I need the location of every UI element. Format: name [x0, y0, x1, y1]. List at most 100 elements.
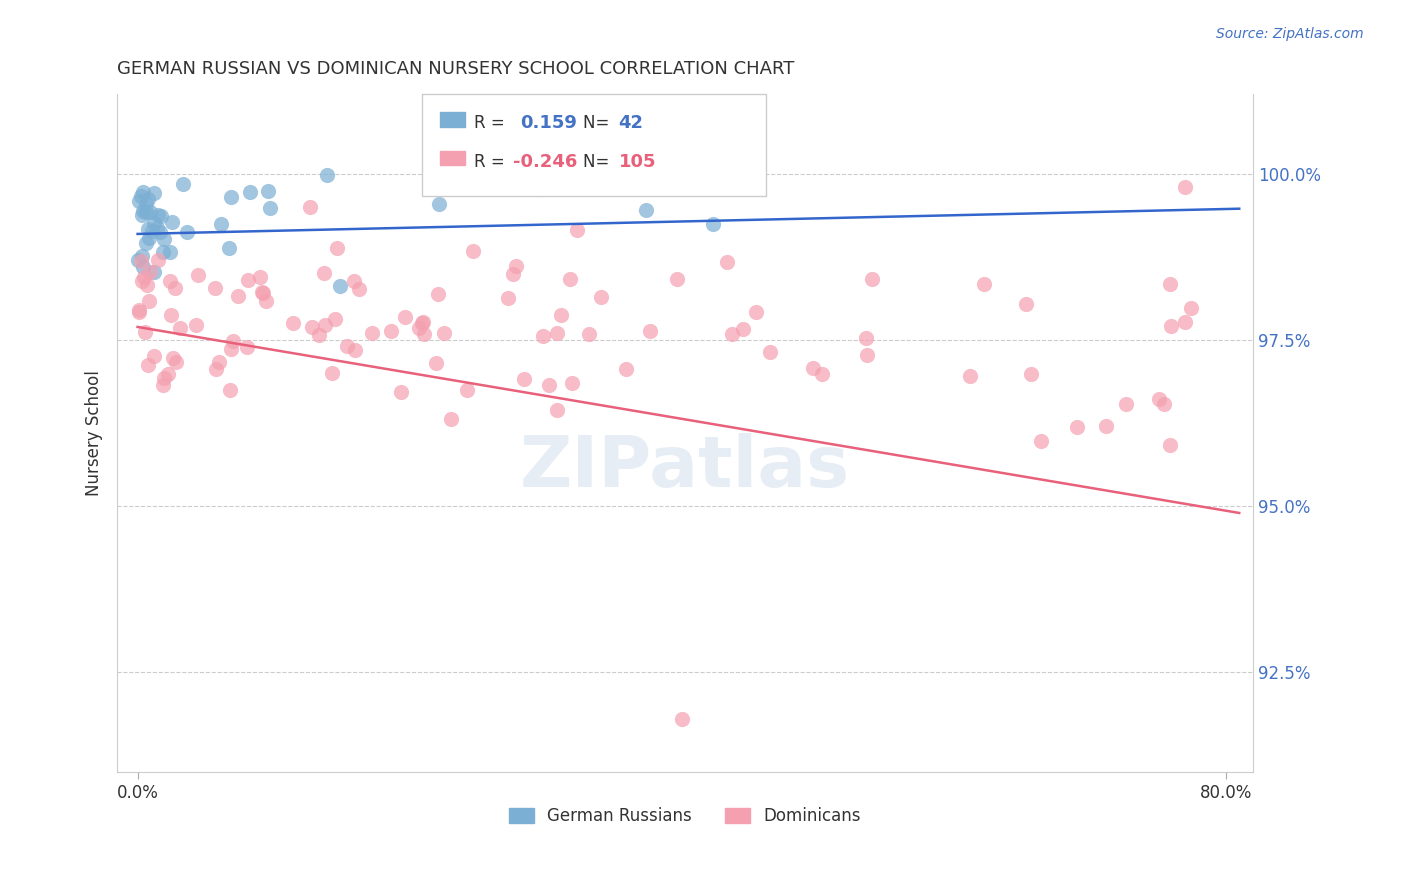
Point [716, 254, 738, 268]
Point [128, 194, 150, 208]
Point [427, 197, 450, 211]
Point [146, 221, 169, 235]
Point [640, 324, 662, 338]
Point [235, 340, 257, 354]
Point [733, 322, 755, 336]
Point [165, 355, 187, 369]
Point [236, 273, 259, 287]
Point [299, 200, 322, 214]
Point [531, 329, 554, 343]
Point [138, 231, 160, 245]
Point [537, 377, 560, 392]
Point [134, 269, 156, 284]
Point [149, 226, 172, 240]
Point [1029, 434, 1052, 449]
Point [343, 274, 366, 288]
Point [172, 177, 194, 191]
Text: GERMAN RUSSIAN VS DOMINICAN NURSERY SCHOOL CORRELATION CHART: GERMAN RUSSIAN VS DOMINICAN NURSERY SCHO… [117, 60, 794, 78]
Point [321, 366, 343, 380]
Point [163, 281, 186, 295]
Point [131, 208, 153, 222]
Point [129, 254, 152, 268]
Point [1174, 180, 1197, 194]
Point [222, 334, 245, 348]
Point [745, 304, 768, 318]
Point [135, 205, 157, 219]
Point [1159, 277, 1181, 292]
Point [219, 190, 242, 204]
Point [186, 318, 208, 332]
Point [162, 351, 184, 365]
Point [634, 202, 657, 217]
Point [1180, 301, 1202, 315]
Point [314, 318, 336, 332]
Point [250, 285, 273, 299]
Point [153, 232, 176, 246]
Point [531, 182, 554, 196]
Point [412, 315, 434, 329]
Text: -0.246: -0.246 [513, 153, 578, 171]
Point [440, 411, 463, 425]
Point [425, 356, 447, 370]
Point [131, 260, 153, 275]
Text: N=: N= [583, 153, 614, 171]
Point [139, 204, 162, 219]
Point [578, 326, 600, 341]
Point [427, 287, 450, 301]
Point [136, 192, 159, 206]
Point [135, 235, 157, 250]
Point [513, 372, 536, 386]
Point [257, 184, 280, 198]
Point [218, 241, 240, 255]
Point [380, 324, 402, 338]
Point [143, 349, 166, 363]
Point [973, 277, 995, 291]
Point [361, 326, 384, 341]
Point [152, 371, 174, 385]
Point [159, 308, 181, 322]
Point [131, 249, 153, 263]
Point [128, 305, 150, 319]
Point [456, 383, 478, 397]
Point [132, 186, 155, 200]
Point [281, 317, 304, 331]
Point [408, 321, 430, 335]
Point [136, 358, 159, 372]
Text: Source: ZipAtlas.com: Source: ZipAtlas.com [1216, 27, 1364, 41]
Point [131, 274, 153, 288]
Point [160, 215, 183, 229]
Point [127, 252, 149, 267]
Point [209, 217, 232, 231]
Point [176, 225, 198, 239]
Point [412, 326, 434, 341]
Point [219, 342, 242, 356]
Point [560, 272, 582, 286]
Point [131, 189, 153, 203]
Point [249, 270, 271, 285]
Text: R =: R = [474, 153, 510, 171]
Point [505, 259, 527, 273]
Point [347, 282, 370, 296]
Point [1015, 297, 1038, 311]
Point [159, 274, 181, 288]
Point [239, 185, 262, 199]
Point [665, 272, 688, 286]
Point [315, 169, 337, 183]
Point [152, 245, 174, 260]
Point [546, 326, 568, 340]
Point [159, 244, 181, 259]
Point [204, 361, 226, 376]
Point [336, 339, 359, 353]
Point [801, 360, 824, 375]
Point [219, 383, 242, 397]
Point [550, 308, 572, 322]
Point [226, 289, 249, 303]
Point [1147, 392, 1170, 406]
Point [502, 163, 524, 178]
Point [1115, 397, 1137, 411]
Point [136, 221, 159, 235]
Point [496, 291, 519, 305]
Point [312, 266, 335, 280]
Point [959, 368, 981, 383]
Point [758, 344, 780, 359]
